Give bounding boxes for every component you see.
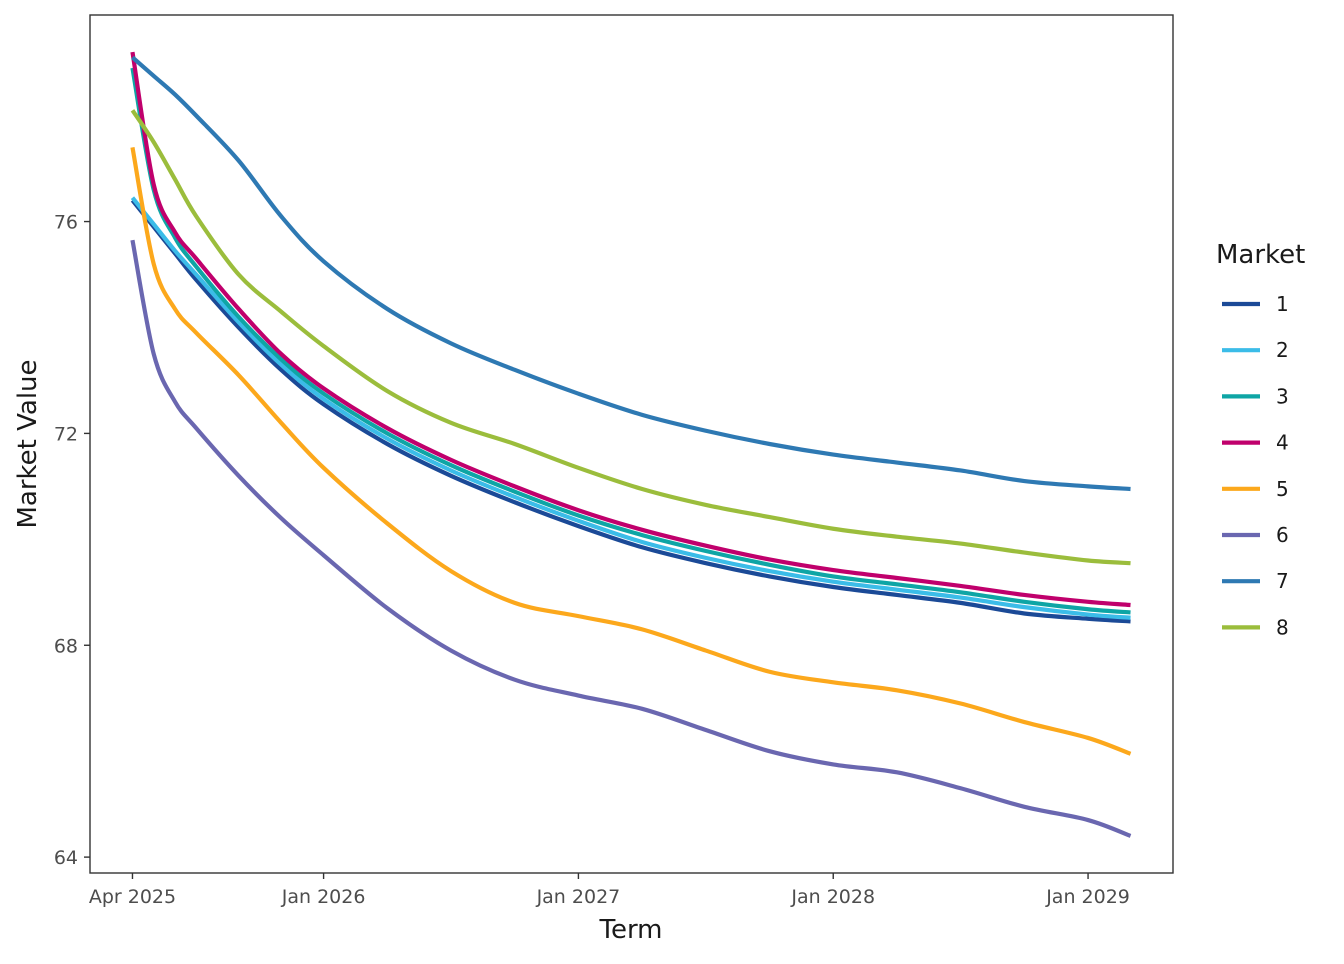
legend-label-1: 1 bbox=[1276, 292, 1289, 316]
x-tick-label: Jan 2029 bbox=[1045, 886, 1130, 908]
series-line-5 bbox=[130, 147, 1132, 756]
x-tick-label: Jan 2028 bbox=[790, 886, 875, 908]
x-axis-title: Term bbox=[598, 915, 662, 945]
legend-label-5: 5 bbox=[1276, 477, 1289, 501]
legend-title: Market bbox=[1216, 240, 1305, 270]
series-line-7 bbox=[131, 55, 1131, 492]
y-tick-label: 72 bbox=[54, 423, 78, 445]
legend: 1 2 3 4 5 6 7 8 bbox=[1222, 292, 1289, 639]
legend-label-8: 8 bbox=[1276, 615, 1289, 639]
series-line-6 bbox=[130, 239, 1132, 838]
series-line-2 bbox=[130, 196, 1131, 620]
y-tick-label: 64 bbox=[54, 847, 78, 869]
legend-label-4: 4 bbox=[1276, 431, 1289, 455]
axes-layer: 64 68 72 76 Apr 2025 Jan 2026 Jan 2027 Jan 2028… bbox=[54, 212, 1130, 908]
y-tick-label: 76 bbox=[54, 212, 78, 234]
legend-label-6: 6 bbox=[1276, 523, 1289, 547]
plot-panel-border bbox=[89, 14, 1174, 874]
x-tick-label: Apr 2025 bbox=[89, 886, 176, 908]
legend-label-2: 2 bbox=[1276, 338, 1289, 362]
series-line-3 bbox=[130, 67, 1131, 615]
series-layer bbox=[130, 51, 1132, 838]
legend-label-7: 7 bbox=[1276, 569, 1289, 593]
y-tick-label: 68 bbox=[54, 635, 78, 657]
x-tick-label: Jan 2026 bbox=[281, 886, 366, 908]
series-line-4 bbox=[130, 51, 1131, 608]
series-line-8 bbox=[130, 109, 1131, 566]
x-tick-label: Jan 2027 bbox=[536, 886, 621, 908]
y-axis-title: Market Value bbox=[13, 359, 43, 528]
legend-label-3: 3 bbox=[1276, 384, 1289, 408]
series-line-1 bbox=[130, 199, 1131, 624]
